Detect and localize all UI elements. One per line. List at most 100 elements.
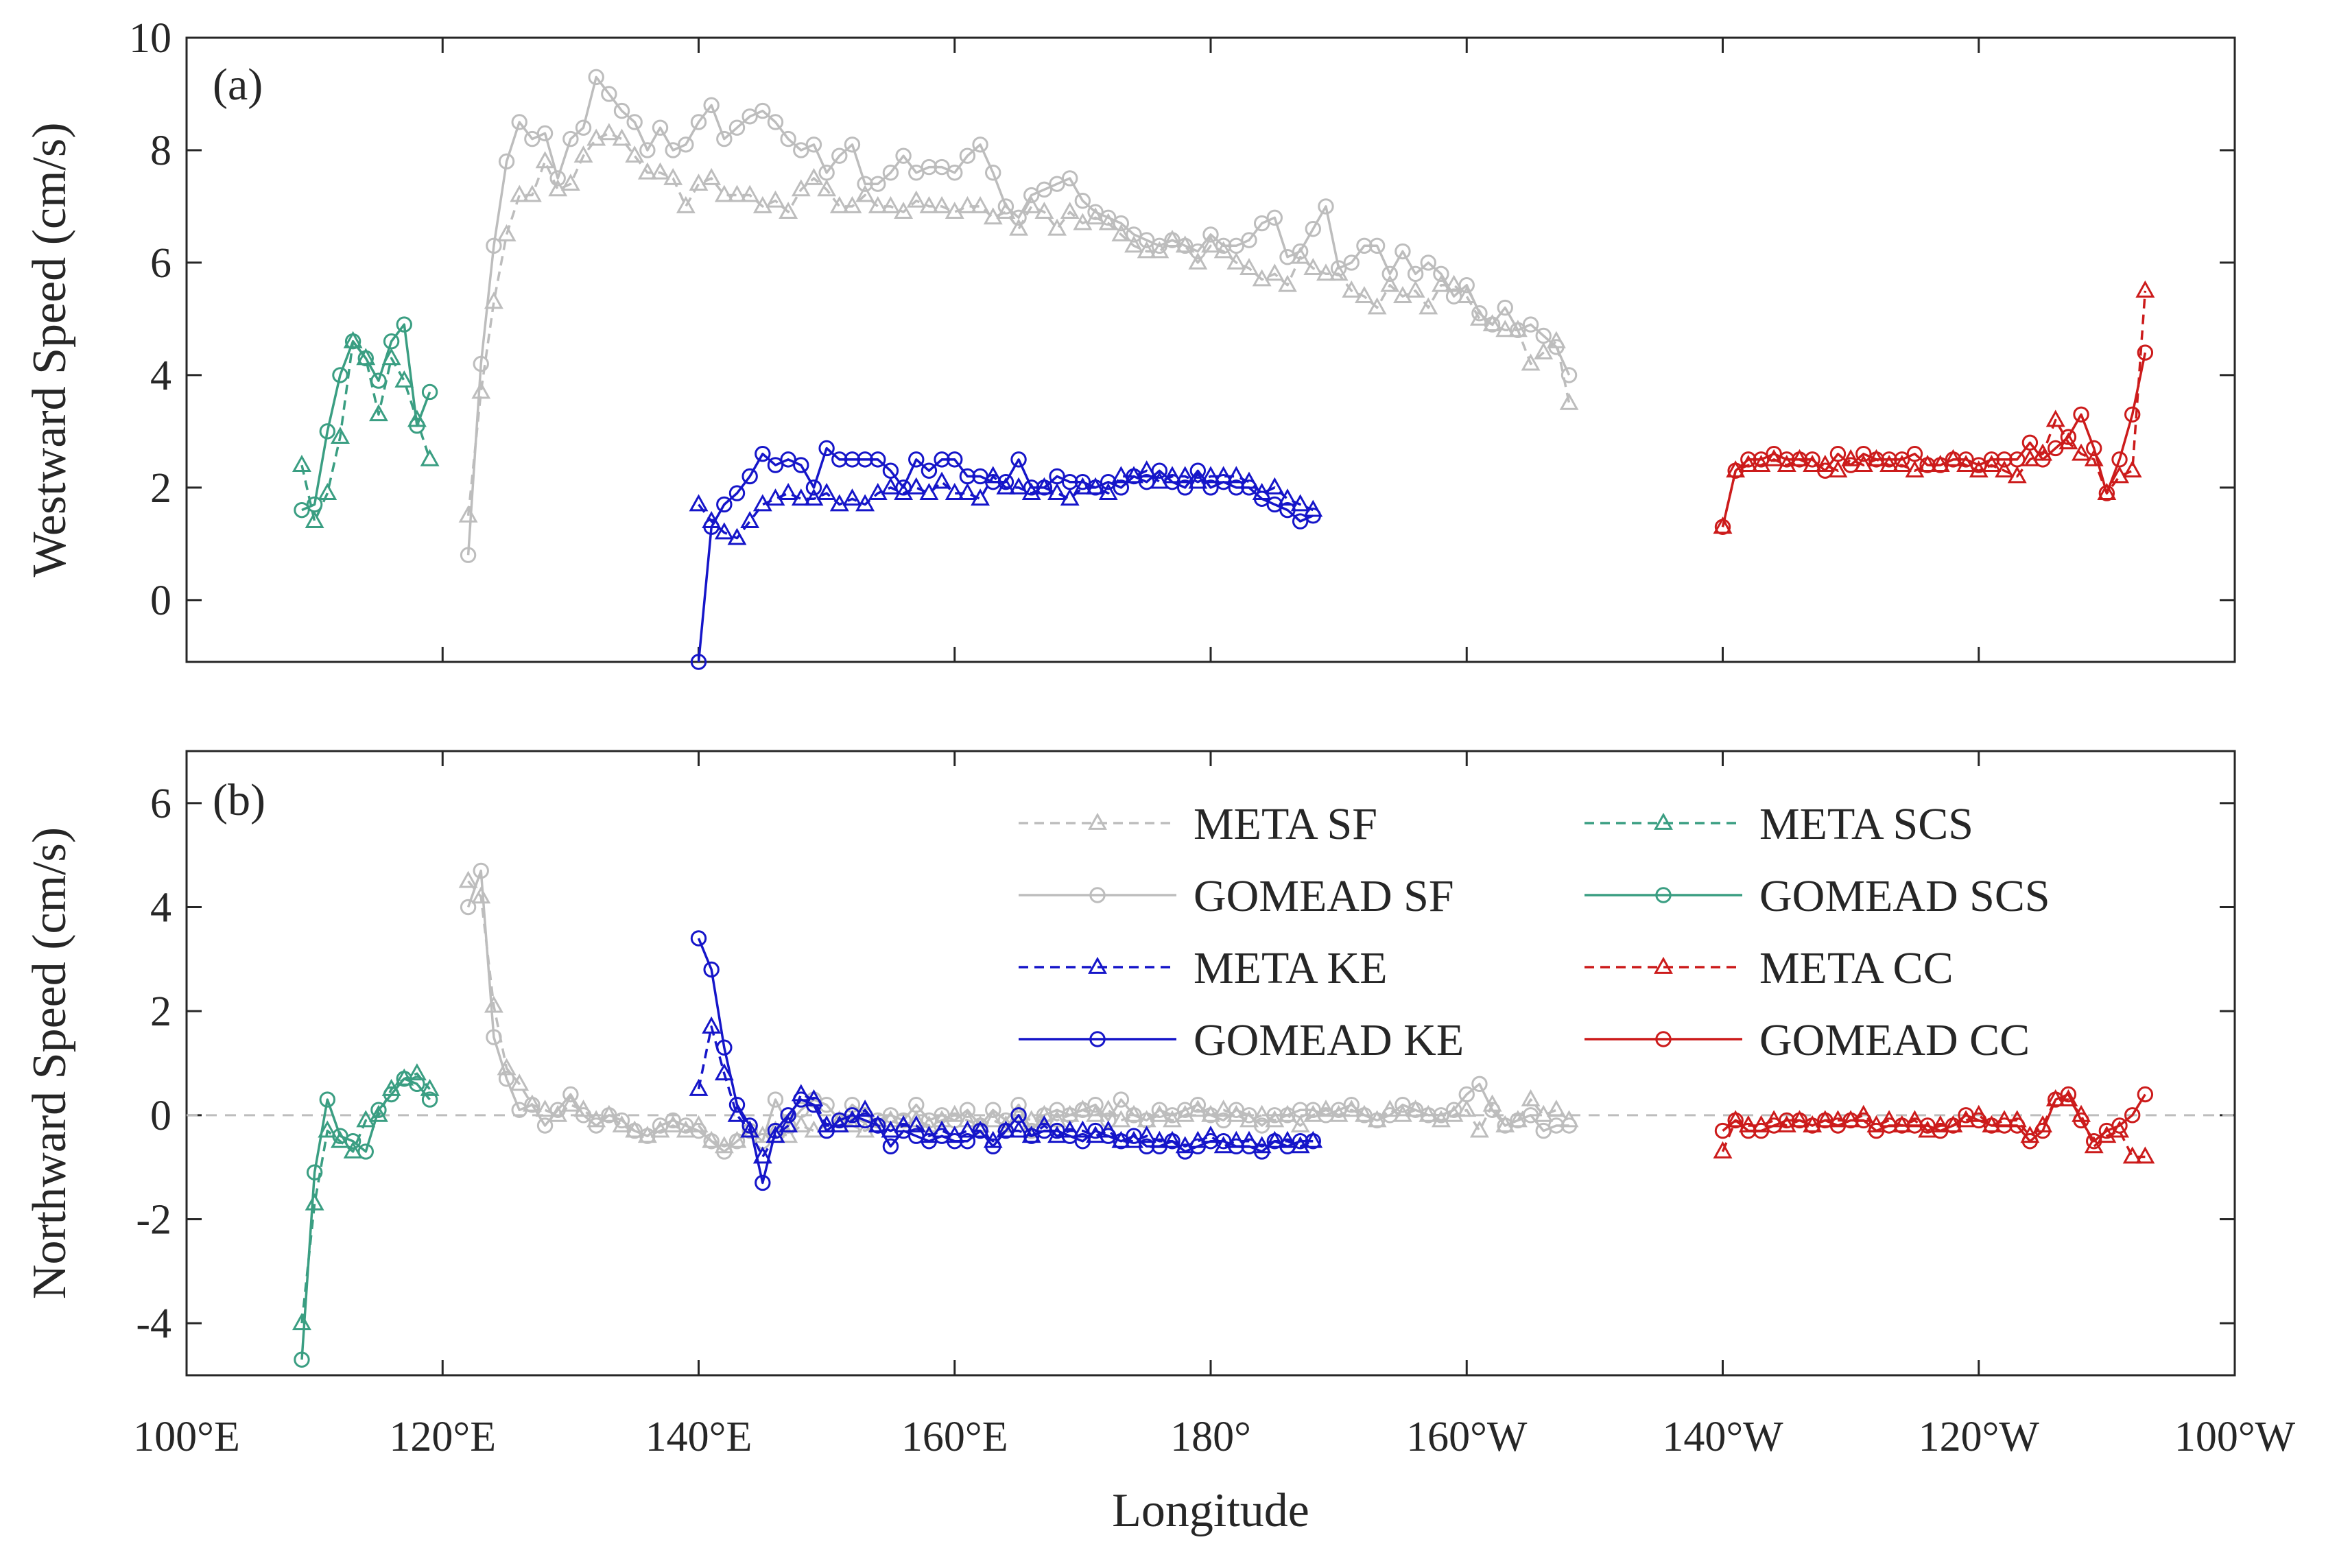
- data-point: [2021, 434, 2039, 451]
- data-point: [421, 1091, 438, 1108]
- data-point: [766, 1126, 785, 1143]
- data-point: [1791, 451, 1808, 468]
- data-point: [1354, 286, 1374, 304]
- data-point: [1457, 1100, 1477, 1117]
- data-point: [305, 1193, 324, 1211]
- data-point: [716, 1039, 733, 1056]
- series-line: [466, 75, 1571, 556]
- data-point: [409, 1076, 425, 1093]
- data-point: [1113, 1091, 1130, 1108]
- data-point: [894, 202, 914, 219]
- data-point: [1458, 277, 1475, 294]
- data-point: [2137, 1086, 2154, 1103]
- x-tick-label: 160°E: [901, 1414, 1008, 1460]
- data-point: [370, 372, 387, 389]
- data-point: [779, 482, 798, 500]
- data-point: [601, 86, 617, 102]
- data-point: [947, 1133, 963, 1150]
- data-point: [857, 176, 873, 192]
- data-point: [752, 1146, 772, 1164]
- data-point: [791, 488, 811, 506]
- data-point: [755, 445, 771, 462]
- data-point: [1009, 477, 1029, 495]
- data-point: [575, 119, 592, 136]
- data-point: [1381, 265, 1398, 283]
- data-point: [1241, 232, 1257, 248]
- legend-marker: [1088, 956, 1107, 974]
- data-point: [2009, 1117, 2026, 1134]
- data-point: [881, 1120, 901, 1138]
- data-point: [2007, 466, 2027, 484]
- data-point: [1740, 451, 1757, 468]
- data-point: [855, 494, 875, 512]
- panel-label-a: (a): [213, 60, 263, 110]
- data-point: [1010, 1096, 1027, 1113]
- data-point: [1151, 462, 1168, 479]
- data-point: [985, 1138, 1001, 1155]
- data-point: [1956, 454, 1976, 472]
- data-point: [1113, 215, 1130, 232]
- data-point: [1062, 473, 1078, 490]
- data-point: [663, 1115, 683, 1132]
- data-point: [1292, 243, 1309, 260]
- data-point: [420, 449, 440, 466]
- data-point: [971, 1120, 990, 1138]
- data-point: [2097, 482, 2117, 500]
- data-point: [1163, 1110, 1182, 1128]
- data-point: [1444, 1104, 1464, 1122]
- data-point: [1189, 243, 1207, 260]
- data-point: [1431, 1110, 1451, 1128]
- data-point: [842, 488, 862, 506]
- data-point: [908, 451, 925, 468]
- data-point: [1995, 460, 2015, 478]
- data-point: [703, 1133, 720, 1150]
- x-tick-labels: 100°E 120°E 140°E 160°E 180° 160°W 140°W 120°W 1…: [133, 1414, 2295, 1460]
- data-point: [1175, 466, 1195, 484]
- data-point: [421, 383, 438, 401]
- data-point: [473, 355, 489, 372]
- data-point: [599, 1104, 619, 1122]
- data-point: [676, 195, 696, 213]
- data-point: [934, 158, 950, 176]
- data-point: [728, 119, 746, 136]
- data-point: [2060, 429, 2077, 445]
- data-point: [1892, 1115, 1912, 1132]
- data-point: [536, 125, 554, 142]
- data-point: [1290, 1115, 1310, 1132]
- data-point: [2110, 1120, 2129, 1138]
- data-point: [1100, 209, 1117, 226]
- data-point: [2060, 1086, 2077, 1103]
- data-point: [625, 145, 645, 163]
- data-point: [484, 995, 503, 1013]
- legend-label: META SCS: [1759, 799, 1973, 849]
- data-point: [894, 482, 914, 500]
- data-point: [1252, 1104, 1272, 1122]
- data-point: [1471, 1076, 1488, 1093]
- data-point: [741, 1117, 758, 1134]
- data-point: [1062, 170, 1078, 187]
- series-line: [698, 469, 1314, 540]
- data-point: [1098, 213, 1118, 230]
- data-point: [1073, 213, 1093, 230]
- data-point: [2073, 406, 2089, 423]
- series-a: [292, 69, 2155, 670]
- data-point: [2111, 451, 2128, 468]
- data-point: [1330, 260, 1347, 276]
- data-point: [752, 195, 772, 213]
- data-point: [766, 488, 785, 506]
- series-meta-sf: [458, 123, 1579, 523]
- series-gomead-sf: [460, 862, 1578, 1160]
- data-point: [357, 350, 374, 366]
- data-point: [919, 482, 939, 500]
- data-point: [1855, 445, 1872, 462]
- data-point: [1405, 280, 1425, 298]
- data-point: [676, 1120, 696, 1138]
- data-point: [1279, 249, 1296, 265]
- data-point: [1137, 460, 1156, 478]
- data-point: [394, 1068, 414, 1086]
- data-point: [728, 485, 746, 501]
- data-point: [818, 1122, 835, 1139]
- data-point: [1266, 1107, 1283, 1124]
- data-point: [420, 1078, 440, 1096]
